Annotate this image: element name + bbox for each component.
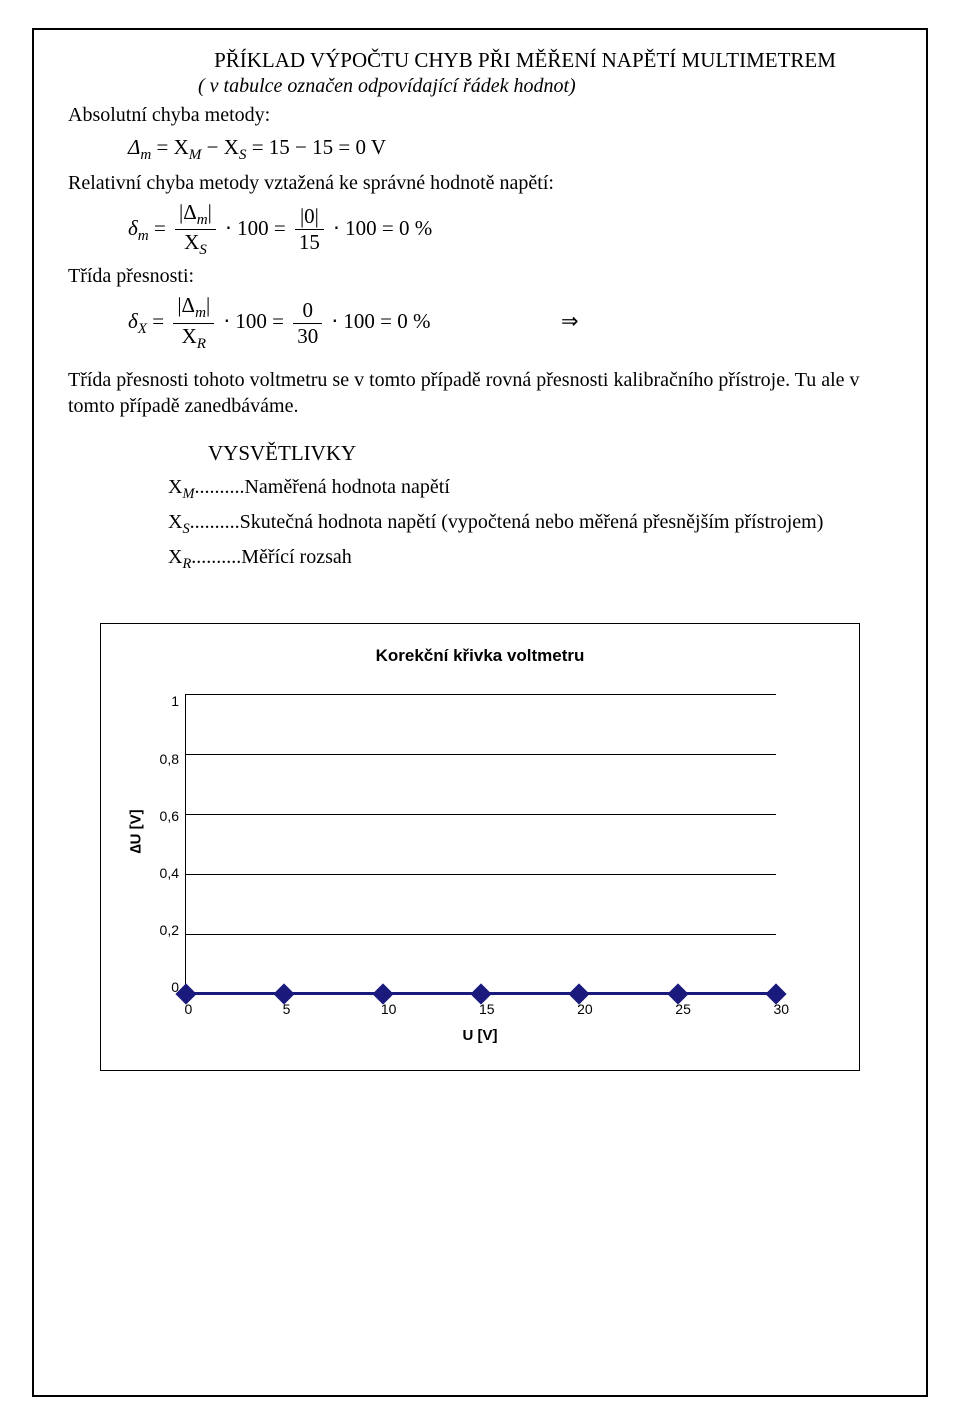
- y-tick: 0,6: [145, 809, 179, 823]
- document-frame: PŘÍKLAD VÝPOČTU CHYB PŘI MĚŘENÍ NAPĚTÍ M…: [32, 28, 928, 1397]
- label-absolute-error: Absolutní chyba metody:: [68, 104, 892, 127]
- y-tick: 0,2: [145, 923, 179, 937]
- gridline: [186, 694, 776, 695]
- x-tick: 20: [577, 1001, 578, 1017]
- x-tick: 25: [675, 1001, 676, 1017]
- gridline: [186, 874, 776, 875]
- equals: =: [157, 135, 174, 159]
- x-ticks: 0 5 10 15 20 25 30: [185, 1001, 775, 1017]
- delta-small-m: δm: [128, 216, 149, 240]
- formula-accuracy-class: δX = |Δm| XR ⋅ 100 = 0 30 ⋅ 100 = 0 % ⇒: [128, 294, 892, 353]
- times-100-2: ⋅ 100 =: [223, 309, 289, 333]
- delta-small-x: δX: [128, 309, 147, 333]
- X-M: XM: [174, 135, 202, 159]
- legend-xm: XM..........Naměřená hodnota napětí: [168, 476, 892, 503]
- plot-area: [185, 694, 776, 995]
- minus: −: [207, 135, 224, 159]
- x-tick: 15: [479, 1001, 480, 1017]
- gridline: [186, 754, 776, 755]
- legend-block: VYSVĚTLIVKY XM..........Naměřená hodnota…: [168, 441, 892, 573]
- formula-relative: δm = |Δm| XS ⋅ 100 = |0| 15 ⋅ 100 = 0 %: [128, 201, 892, 260]
- equals: =: [152, 309, 169, 333]
- formula-absolute: Δm = XM − XS = 15 − 15 = 0 V: [128, 133, 892, 166]
- x-tick: 30: [773, 1001, 774, 1017]
- y-tick: 1: [145, 694, 179, 708]
- X-S: XS: [224, 135, 247, 159]
- rel-result: ⋅ 100 = 0 %: [333, 216, 432, 240]
- legend-xs: XS..........Skutečná hodnota napětí (vyp…: [168, 511, 892, 538]
- frac-delta-over-xs: |Δm| XS: [175, 201, 216, 260]
- doc-title: PŘÍKLAD VÝPOČTU CHYB PŘI MĚŘENÍ NAPĚTÍ M…: [158, 48, 892, 73]
- label-relative-error: Relativní chyba metody vztažená ke správ…: [68, 172, 892, 195]
- frac-0-over-30: 0 30: [293, 299, 322, 348]
- tp-result: ⋅ 100 = 0 %: [331, 309, 430, 333]
- chart-container: Korekční křivka voltmetru ∆U [V] 1 0,8 0,6…: [100, 623, 860, 1071]
- y-tick: 0: [145, 980, 179, 994]
- gridline: [186, 934, 776, 935]
- legend-xr: XR..........Měřící rozsah: [168, 546, 892, 573]
- frac-0-over-15: |0| 15: [295, 205, 324, 254]
- x-tick: 5: [283, 1001, 284, 1017]
- rhs: = 15 − 15 = 0 V: [252, 135, 386, 159]
- x-axis-label: U [V]: [185, 1027, 775, 1044]
- frac-delta-over-xr: |Δm| XR: [173, 294, 214, 353]
- gridline: [186, 814, 776, 815]
- legend-title: VYSVĚTLIVKY: [208, 441, 892, 466]
- times-100-1: ⋅ 100 =: [225, 216, 291, 240]
- delta-m: Δm: [128, 135, 151, 159]
- equals: =: [154, 216, 171, 240]
- explanation-paragraph: Třída přesnosti tohoto voltmetru se v to…: [68, 367, 892, 419]
- y-tick: 0,4: [145, 866, 179, 880]
- implies-arrow: ⇒: [561, 309, 579, 333]
- x-tick: 10: [381, 1001, 382, 1017]
- y-axis-label: ∆U [V]: [128, 835, 145, 853]
- y-tick: 0,8: [145, 752, 179, 766]
- chart-title: Korekční křivka voltmetru: [127, 646, 833, 666]
- doc-subtitle: ( v tabulce označen odpovídající řádek h…: [198, 75, 892, 98]
- label-accuracy-class: Třída přesnosti:: [68, 265, 892, 288]
- x-tick: 0: [185, 1001, 186, 1017]
- y-ticks: 1 0,8 0,6 0,4 0,2 0: [145, 694, 185, 994]
